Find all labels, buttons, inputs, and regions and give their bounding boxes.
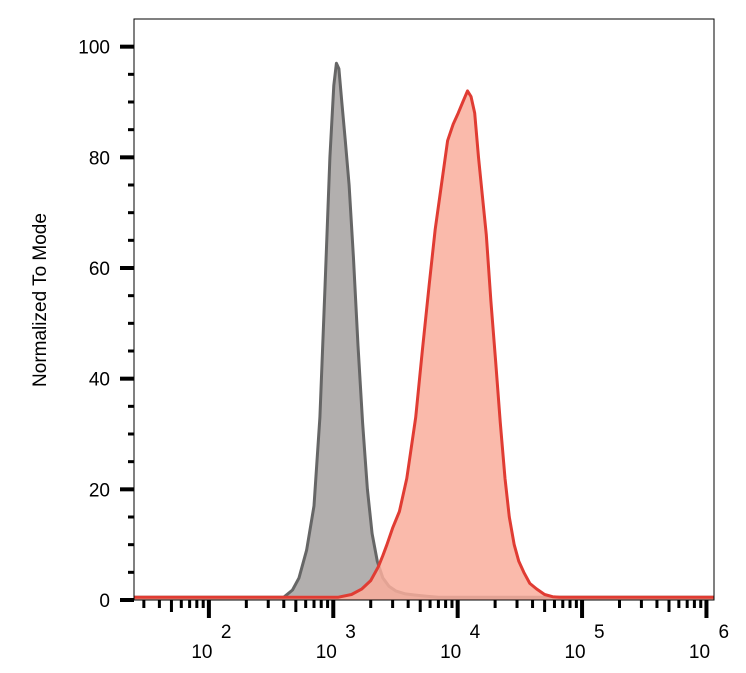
x-tick-base: 10 bbox=[316, 642, 337, 663]
y-tick-label: 60 bbox=[89, 259, 110, 280]
x-tick-base: 10 bbox=[440, 642, 461, 663]
y-axis-title: Normalized To Mode bbox=[30, 213, 51, 387]
x-tick-label: 10 4 bbox=[440, 622, 481, 663]
x-axis: 10 2 10 3 10 4 10 5 10 6 bbox=[142, 600, 729, 663]
series-layer bbox=[134, 61, 714, 601]
x-tick-base: 10 bbox=[689, 642, 710, 663]
x-tick-base: 10 bbox=[564, 642, 585, 663]
y-tick-label: 80 bbox=[89, 148, 110, 169]
x-tick-exponent: 5 bbox=[594, 622, 605, 643]
x-tick-exponent: 2 bbox=[221, 622, 232, 643]
y-tick-label: 20 bbox=[89, 480, 110, 501]
y-tick-label: 100 bbox=[78, 38, 110, 59]
y-axis: 0 20 40 60 80 100 bbox=[78, 38, 134, 612]
plot-frame bbox=[133, 18, 715, 601]
x-tick-exponent: 4 bbox=[470, 622, 481, 643]
series-1-line bbox=[134, 89, 714, 599]
x-tick-exponent: 6 bbox=[718, 622, 729, 643]
y-tick-label: 40 bbox=[89, 370, 110, 391]
x-tick-label: 10 2 bbox=[191, 622, 231, 663]
x-tick-exponent: 3 bbox=[345, 622, 356, 643]
x-tick-label: 10 5 bbox=[564, 622, 604, 663]
x-tick-base: 10 bbox=[191, 642, 212, 663]
x-tick-label: 10 3 bbox=[316, 622, 356, 663]
x-tick-label: 10 6 bbox=[689, 622, 729, 663]
y-tick-label: 0 bbox=[99, 591, 110, 612]
